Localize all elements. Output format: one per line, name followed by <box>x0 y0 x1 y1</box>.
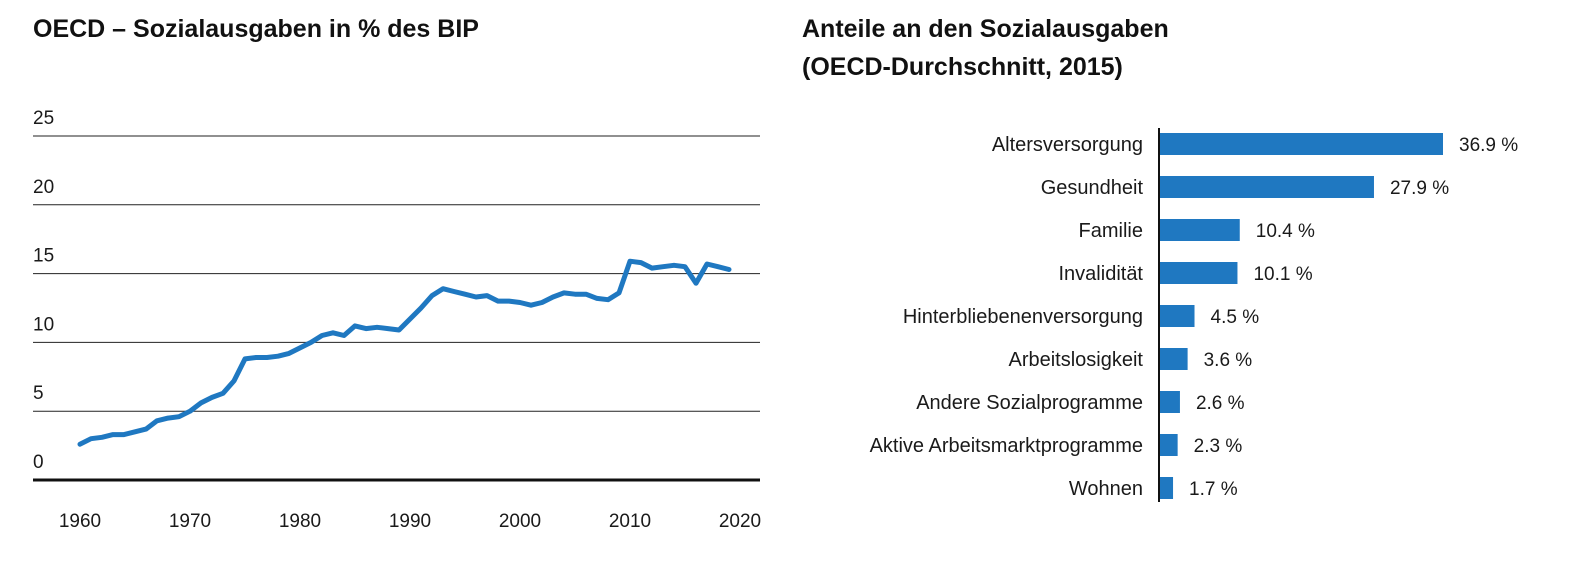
y-tick-label: 20 <box>33 177 54 198</box>
bar-value-label: 2.3 % <box>1194 436 1243 457</box>
x-tick-label: 2000 <box>499 511 541 532</box>
y-tick-label: 10 <box>33 314 54 335</box>
bar-chart-title: Anteile an den Sozialausgaben <box>802 15 1169 43</box>
bar-category-label: Gesundheit <box>1041 177 1144 199</box>
x-tick-label: 1970 <box>169 511 211 532</box>
bar-category-label: Aktive Arbeitsmarktprogramme <box>870 435 1143 457</box>
y-tick-label: 0 <box>33 452 44 473</box>
bar <box>1160 262 1238 284</box>
bar <box>1160 219 1240 241</box>
bar-value-label: 4.5 % <box>1211 307 1260 328</box>
x-tick-label: 1960 <box>59 511 101 532</box>
bar <box>1160 176 1374 198</box>
bar-category-label: Invalidität <box>1059 263 1144 285</box>
x-tick-label: 2020 <box>719 511 761 532</box>
bar-chart-subtitle: (OECD-Durchschnitt, 2015) <box>802 53 1123 81</box>
bar-category-label: Andere Sozialprogramme <box>916 392 1143 414</box>
x-tick-label: 2010 <box>609 511 651 532</box>
bar-category-label: Hinterbliebenenversorgung <box>903 306 1143 328</box>
bar-value-label: 1.7 % <box>1189 479 1238 500</box>
bar-category-label: Arbeitslosigkeit <box>1008 349 1143 371</box>
y-tick-label: 5 <box>33 383 44 404</box>
bar-value-label: 36.9 % <box>1459 135 1518 156</box>
x-tick-label: 1990 <box>389 511 431 532</box>
bar-value-label: 2.6 % <box>1196 393 1245 414</box>
line-chart-title: OECD – Sozialausgaben in % des BIP <box>33 15 479 43</box>
bar-value-label: 10.4 % <box>1256 221 1315 242</box>
bar-value-label: 3.6 % <box>1204 350 1253 371</box>
bar-category-label: Altersversorgung <box>992 134 1143 156</box>
x-tick-label: 1980 <box>279 511 321 532</box>
bar-category-label: Familie <box>1079 220 1143 242</box>
bar <box>1160 133 1443 155</box>
y-tick-label: 15 <box>33 246 54 267</box>
bar <box>1160 477 1174 499</box>
bar <box>1160 391 1180 413</box>
series-line <box>77 258 732 447</box>
bar <box>1160 305 1195 327</box>
bar-value-label: 10.1 % <box>1253 264 1312 285</box>
y-tick-label: 25 <box>33 108 54 129</box>
bar <box>1160 348 1188 370</box>
bar <box>1160 434 1178 456</box>
bar-category-label: Wohnen <box>1069 478 1143 500</box>
bar-value-label: 27.9 % <box>1390 178 1449 199</box>
